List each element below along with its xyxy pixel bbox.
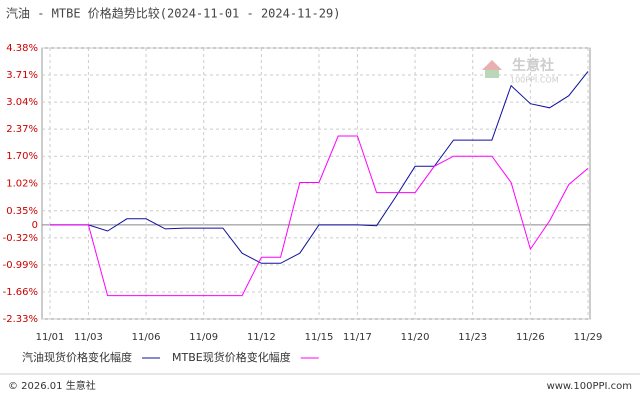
watermark-site: 100PPI.COM <box>510 76 559 85</box>
x-tick-label: 11/09 <box>189 332 218 343</box>
y-tick-label: 3.71% <box>6 70 38 81</box>
y-tick-label: 1.70% <box>6 151 38 162</box>
watermark-icon <box>482 60 502 70</box>
x-tick-label: 11/26 <box>516 332 545 343</box>
y-tick-label: -0.32% <box>3 233 38 244</box>
watermark: 生意社 100PPI.COM <box>482 57 559 85</box>
legend-label: MTBE现货价格变化幅度 <box>172 350 291 364</box>
y-tick-label: 0 <box>32 220 38 231</box>
x-tick-label: 11/01 <box>36 332 65 343</box>
x-tick-label: 11/23 <box>458 332 487 343</box>
series-line <box>50 71 589 264</box>
x-tick-label: 11/17 <box>343 332 372 343</box>
footer-right: www.100PPI.com <box>547 381 632 392</box>
series-line <box>50 135 589 297</box>
x-tick-label: 11/06 <box>132 332 161 343</box>
x-tick-label: 11/15 <box>305 332 334 343</box>
y-tick-label: 3.04% <box>6 97 38 108</box>
y-tick-label: 0.35% <box>6 206 38 217</box>
x-tick-label: 11/29 <box>574 332 603 343</box>
watermark-icon <box>485 70 499 78</box>
y-tick-label: 2.37% <box>6 124 38 135</box>
x-tick-label: 11/12 <box>247 332 276 343</box>
y-tick-label: -1.66% <box>3 287 38 298</box>
y-tick-label: 1.02% <box>6 179 38 190</box>
y-tick-label: -2.33% <box>3 314 38 325</box>
y-tick-label: 4.38% <box>6 43 38 54</box>
watermark-name: 生意社 <box>512 57 554 74</box>
y-tick-label: -0.99% <box>3 260 38 271</box>
legend-label: 汽油现货价格变化幅度 <box>22 350 132 364</box>
x-tick-label: 11/20 <box>401 332 430 343</box>
footer-left: © 2026.01 生意社 <box>8 379 96 392</box>
chart-title: 汽油 - MTBE 价格趋势比较(2024-11-01 - 2024-11-29… <box>6 6 340 21</box>
x-tick-label: 11/03 <box>74 332 103 343</box>
